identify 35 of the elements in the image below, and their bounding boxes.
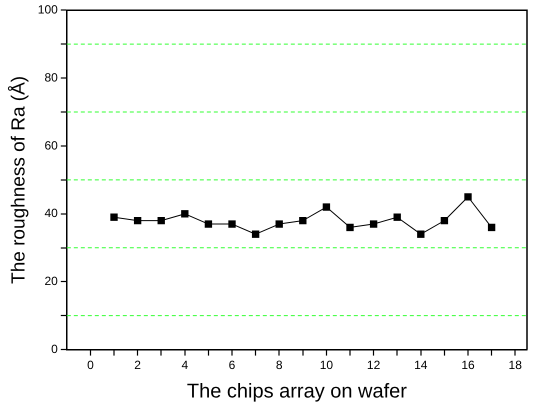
y-axis-title: The roughness of Ra (Å) [8, 76, 30, 284]
point [228, 220, 236, 228]
y-tick-label: 20 [44, 274, 58, 288]
y-tick-label: 100 [38, 2, 58, 17]
point [370, 220, 378, 228]
x-tick-label: 12 [366, 358, 381, 372]
y-tick-label: 80 [44, 70, 58, 84]
point [440, 216, 448, 224]
y-tick-label: 40 [44, 206, 58, 220]
point [299, 216, 306, 224]
point [134, 216, 142, 224]
point [276, 220, 283, 228]
x-tick-label: 8 [276, 358, 283, 372]
x-tick-label: 6 [228, 358, 236, 372]
x-tick-label: 14 [414, 358, 428, 372]
point [394, 214, 401, 221]
y-tick-label: 60 [44, 138, 58, 152]
x-tick-label: 4 [181, 358, 188, 372]
point [204, 220, 212, 228]
point [181, 210, 188, 218]
point [158, 216, 165, 224]
x-tick-label: 16 [461, 358, 475, 372]
x-tick-label: 0 [87, 358, 94, 372]
x-tick-label: 18 [508, 358, 522, 372]
y-tick-label: 0 [51, 342, 58, 356]
point [488, 224, 496, 232]
x-tick-label: 10 [320, 358, 334, 372]
x-tick-label: 2 [134, 358, 142, 372]
point [110, 214, 118, 221]
point [464, 193, 472, 201]
point [322, 203, 330, 211]
x-axis-title: The chips array on wafer [186, 380, 408, 403]
point [252, 230, 260, 238]
point [417, 230, 424, 238]
point [346, 224, 354, 232]
